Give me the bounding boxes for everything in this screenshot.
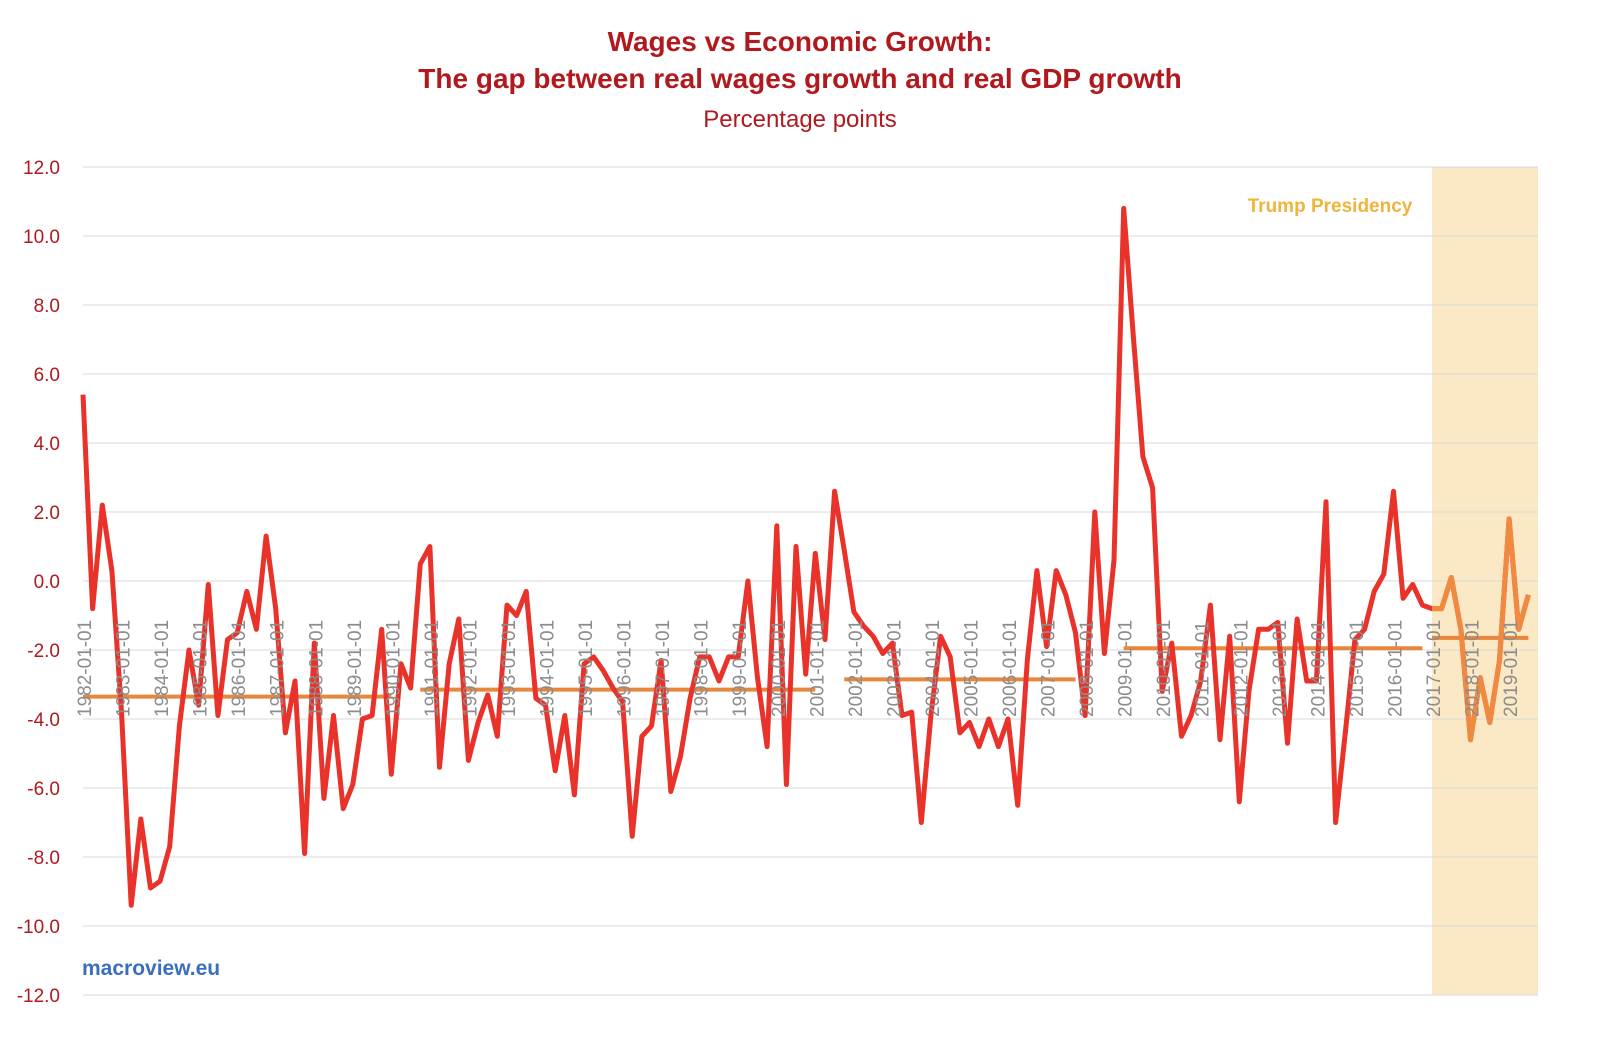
x-tick-label: 1987-01-01: [268, 620, 289, 717]
x-tick-label: 2007-01-01: [1039, 620, 1060, 717]
x-tick-label: 1985-01-01: [191, 620, 212, 717]
x-tick-label: 1998-01-01: [692, 620, 713, 717]
x-tick-label: 2013-01-01: [1270, 620, 1291, 717]
x-tick-label: 2011-01-01: [1193, 621, 1214, 717]
y-tick-label: 12.0: [23, 158, 60, 179]
trump-presidency-label: Trump Presidency: [1248, 196, 1413, 217]
grid-layer: [83, 166, 1538, 996]
y-tick-label: -10.0: [17, 917, 60, 938]
x-tick-label: 1991-01-01: [422, 620, 443, 717]
y-tick-label: 0.0: [34, 572, 60, 593]
chart-title-line2: The gap between real wages growth and re…: [418, 63, 1182, 94]
x-tick-label: 2006-01-01: [1000, 620, 1021, 717]
x-tick-label: 1993-01-01: [499, 620, 520, 717]
watermark: macroview.eu: [82, 957, 221, 980]
x-tick-label: 2001-01-01: [807, 620, 828, 717]
x-tick-label: 1983-01-01: [114, 620, 135, 717]
annotation-layer: Trump Presidency: [1248, 196, 1413, 217]
x-tick-label: 1994-01-01: [538, 620, 559, 717]
x-tick-label: 2012-01-01: [1231, 620, 1252, 717]
y-tick-label: -6.0: [27, 779, 60, 800]
y-tick-label: 4.0: [34, 434, 60, 455]
chart-subtitle: Percentage points: [703, 106, 897, 133]
x-tick-label: 1988-01-01: [306, 620, 327, 717]
x-tick-label: 2008-01-01: [1077, 620, 1098, 717]
x-tick-label: 1982-01-01: [75, 620, 96, 717]
y-tick-label: -4.0: [27, 710, 60, 731]
y-tick-label: -12.0: [17, 986, 60, 1007]
x-tick-label: 2009-01-01: [1116, 620, 1137, 717]
y-tick-label: 6.0: [34, 365, 60, 386]
y-tick-label: -8.0: [27, 848, 60, 869]
x-axis-labels: 1982-01-01 1983-01-01 1984-01-01 1985-01-01…: [75, 620, 1522, 717]
x-tick-label: 2004-01-01: [923, 620, 944, 717]
x-tick-label: 1986-01-01: [229, 620, 250, 717]
x-tick-label: 1989-01-01: [345, 620, 366, 717]
x-tick-label: 2010-01-01: [1154, 620, 1175, 717]
gap-line-layer: [80, 205, 1531, 908]
y-tick-label: 10.0: [23, 227, 60, 248]
gap-series-line: [80, 205, 1531, 908]
x-tick-label: 2016-01-01: [1385, 620, 1406, 717]
x-tick-label: 2003-01-01: [884, 620, 905, 717]
period-average-layer: [83, 635, 1529, 699]
x-tick-label: 2015-01-01: [1347, 620, 1368, 717]
y-axis-labels: 12.0 10.0 8.0 6.0 4.0 2.0 0.0 -2.0 -4.0 -6.0 -8.0 -…: [17, 158, 60, 1007]
x-tick-label: 2002-01-01: [846, 620, 867, 717]
x-tick-label: 2019-01-01: [1501, 620, 1522, 717]
x-tick-label: 1996-01-01: [615, 620, 636, 717]
chart-title: Wages vs Economic Growth:: [607, 26, 993, 57]
x-tick-label: 2017-01-01: [1424, 620, 1445, 717]
x-tick-label: 1990-01-01: [383, 620, 404, 717]
gap-series-line-trump: [1432, 516, 1531, 743]
x-tick-label: 2005-01-01: [961, 620, 982, 717]
x-tick-label: 1997-01-01: [653, 620, 674, 717]
x-tick-label: 1999-01-01: [730, 620, 751, 717]
x-tick-label: 1984-01-01: [152, 620, 173, 717]
x-tick-label: 1995-01-01: [576, 620, 597, 717]
x-tick-label: 2018-01-01: [1463, 620, 1484, 717]
x-tick-label: 1992-01-01: [460, 620, 481, 717]
y-tick-label: 2.0: [34, 503, 60, 524]
y-tick-label: -2.0: [27, 641, 60, 662]
x-tick-label: 2014-01-01: [1308, 620, 1329, 717]
x-tick-label: 2000-01-01: [769, 620, 790, 717]
y-tick-label: 8.0: [34, 296, 60, 317]
